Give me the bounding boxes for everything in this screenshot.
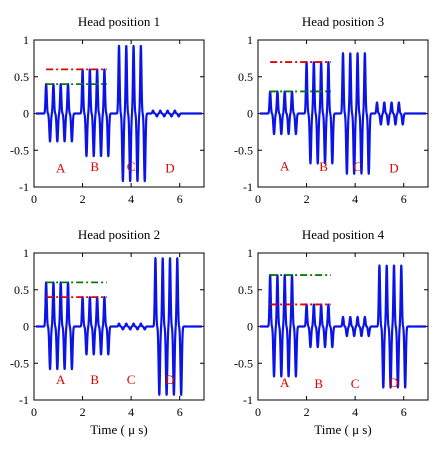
y-tick-label: -1 [19, 393, 29, 407]
region-label-b: B [90, 159, 99, 174]
x-tick-label: 2 [304, 192, 310, 206]
y-tick-label: 0 [23, 320, 29, 334]
region-label-b: B [90, 372, 99, 387]
x-tick-label: 4 [128, 405, 134, 419]
y-tick-label: -0.5 [10, 143, 29, 157]
region-label-c: C [351, 376, 360, 391]
region-label-c: C [127, 159, 136, 174]
y-tick-label: 0.5 [14, 70, 29, 84]
region-label-d: D [389, 161, 398, 176]
region-label-c: C [127, 372, 136, 387]
x-tick-label: 6 [401, 192, 407, 206]
panel-title: Head position 4 [302, 227, 385, 242]
panel-title: Head position 2 [78, 227, 160, 242]
y-tick-label: -0.5 [234, 143, 253, 157]
signal-line [258, 52, 428, 175]
y-tick-label: 1 [23, 33, 29, 47]
y-tick-label: -1 [19, 180, 29, 194]
x-axis-label: Time ( μ s) [314, 422, 371, 437]
y-tick-label: 1 [23, 246, 29, 260]
y-tick-label: 1 [247, 33, 253, 47]
y-tick-label: 0 [23, 107, 29, 121]
y-tick-label: 0.5 [238, 70, 253, 84]
region-label-d: D [165, 161, 174, 176]
panel-title: Head position 3 [302, 14, 384, 29]
y-tick-label: -1 [243, 180, 253, 194]
y-tick-label: -0.5 [234, 356, 253, 370]
x-tick-label: 4 [128, 192, 134, 206]
y-tick-label: 1 [247, 246, 253, 260]
y-tick-label: 0 [247, 107, 253, 121]
region-label-a: A [280, 375, 290, 390]
panel-2: Head position 310.50-0.5-10 2 4 6A B C D [234, 14, 429, 206]
x-tick-label: 0 [255, 405, 261, 419]
region-label-c: C [353, 159, 362, 174]
y-tick-label: 0.5 [238, 283, 253, 297]
x-tick-label: 4 [352, 405, 358, 419]
y-tick-label: 0.5 [14, 283, 29, 297]
region-label-a: A [56, 372, 66, 387]
region-label-d: D [389, 375, 398, 390]
panel-title: Head position 1 [78, 14, 160, 29]
panel-1: Head position 110.50-0.5-10 2 4 6A B C D [10, 14, 205, 206]
y-tick-label: 0 [247, 320, 253, 334]
x-tick-label: 2 [304, 405, 310, 419]
x-tick-label: 6 [401, 405, 407, 419]
signal-line [34, 257, 204, 396]
x-tick-label: 0 [31, 192, 37, 206]
signal-line [258, 264, 428, 389]
y-tick-label: -0.5 [10, 356, 29, 370]
x-tick-label: 6 [177, 405, 183, 419]
x-tick-label: 2 [80, 405, 86, 419]
region-label-a: A [56, 161, 66, 176]
x-tick-label: 6 [177, 192, 183, 206]
x-axis-label: Time ( μ s) [90, 422, 147, 437]
x-tick-label: 0 [31, 405, 37, 419]
x-tick-label: 4 [352, 192, 358, 206]
region-label-b: B [319, 159, 328, 174]
y-tick-label: -1 [243, 393, 253, 407]
region-label-b: B [314, 376, 323, 391]
x-tick-label: 2 [80, 192, 86, 206]
signal-line [34, 44, 204, 183]
x-tick-label: 0 [255, 192, 261, 206]
region-label-d: D [165, 372, 174, 387]
region-label-a: A [280, 158, 290, 173]
